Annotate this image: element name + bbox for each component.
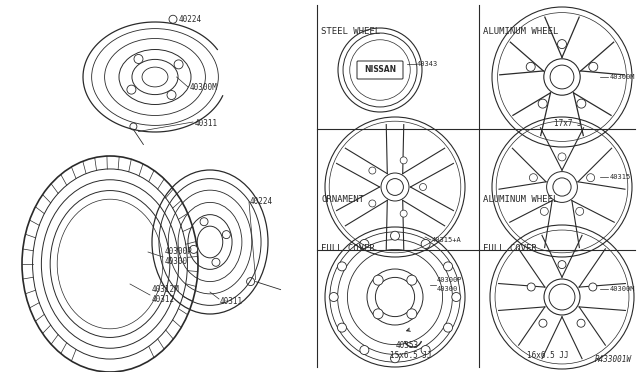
Circle shape <box>360 346 369 355</box>
Text: 40311: 40311 <box>220 298 243 307</box>
Circle shape <box>589 62 598 71</box>
Circle shape <box>558 261 566 269</box>
Circle shape <box>407 309 417 319</box>
Circle shape <box>587 174 595 182</box>
Text: 17x7 J: 17x7 J <box>554 119 582 128</box>
Text: 40353: 40353 <box>396 341 419 350</box>
Circle shape <box>400 210 407 217</box>
Text: 40300M: 40300M <box>610 74 636 80</box>
Circle shape <box>538 99 547 108</box>
Text: ALUMINUM WHEEL: ALUMINUM WHEEL <box>483 27 558 36</box>
Circle shape <box>134 54 143 64</box>
Circle shape <box>557 39 566 49</box>
Text: 40312M: 40312M <box>152 285 180 295</box>
Circle shape <box>212 258 220 266</box>
Circle shape <box>167 90 176 100</box>
Circle shape <box>127 85 136 94</box>
Text: FULL COVER: FULL COVER <box>321 244 375 253</box>
Text: ALUMINUM WHEEL: ALUMINUM WHEEL <box>483 195 558 203</box>
Text: 40224: 40224 <box>179 15 202 24</box>
Circle shape <box>421 346 430 355</box>
Text: NISSAN: NISSAN <box>364 65 396 74</box>
Text: 16x6.5 JJ: 16x6.5 JJ <box>527 352 568 360</box>
Circle shape <box>369 167 376 174</box>
Circle shape <box>174 60 183 69</box>
Text: FULL COVER: FULL COVER <box>483 244 537 253</box>
Circle shape <box>419 183 426 190</box>
Circle shape <box>200 218 208 226</box>
Circle shape <box>222 231 230 238</box>
Text: 40315: 40315 <box>610 174 631 180</box>
Text: STEEL WHEEL: STEEL WHEEL <box>321 27 380 36</box>
Text: 40300M: 40300M <box>190 83 218 92</box>
Circle shape <box>444 323 452 332</box>
Text: 40300P: 40300P <box>437 277 463 283</box>
Circle shape <box>421 240 430 248</box>
Circle shape <box>337 262 346 271</box>
Text: 40224: 40224 <box>250 198 273 206</box>
Text: 40311: 40311 <box>195 119 218 128</box>
Circle shape <box>526 62 535 71</box>
Text: ORNAMENT: ORNAMENT <box>321 195 364 203</box>
Circle shape <box>337 323 346 332</box>
Circle shape <box>576 207 584 215</box>
Circle shape <box>390 231 399 240</box>
Text: 40300M: 40300M <box>610 286 636 292</box>
Text: 40315+A: 40315+A <box>432 237 461 243</box>
Circle shape <box>369 200 376 207</box>
Circle shape <box>400 157 407 164</box>
Circle shape <box>539 319 547 327</box>
Circle shape <box>360 240 369 248</box>
Circle shape <box>527 283 535 291</box>
Text: 40300: 40300 <box>437 286 458 292</box>
Circle shape <box>329 292 339 301</box>
Circle shape <box>589 283 597 291</box>
Text: 40300: 40300 <box>165 257 188 266</box>
FancyBboxPatch shape <box>357 61 403 79</box>
Circle shape <box>373 309 383 319</box>
Text: R433001W: R433001W <box>595 355 632 364</box>
Text: 40300P: 40300P <box>165 247 193 257</box>
Circle shape <box>390 354 399 363</box>
Circle shape <box>444 262 452 271</box>
Text: 40312: 40312 <box>152 295 175 305</box>
Circle shape <box>407 275 417 285</box>
Circle shape <box>577 99 586 108</box>
Text: 40343: 40343 <box>417 61 438 67</box>
Circle shape <box>577 319 585 327</box>
Circle shape <box>540 207 548 215</box>
Circle shape <box>452 292 461 301</box>
Circle shape <box>558 153 566 161</box>
Circle shape <box>373 275 383 285</box>
Ellipse shape <box>83 22 227 132</box>
Circle shape <box>529 174 538 182</box>
Circle shape <box>189 246 198 253</box>
Text: 15x6.5 JJ: 15x6.5 JJ <box>390 352 431 360</box>
